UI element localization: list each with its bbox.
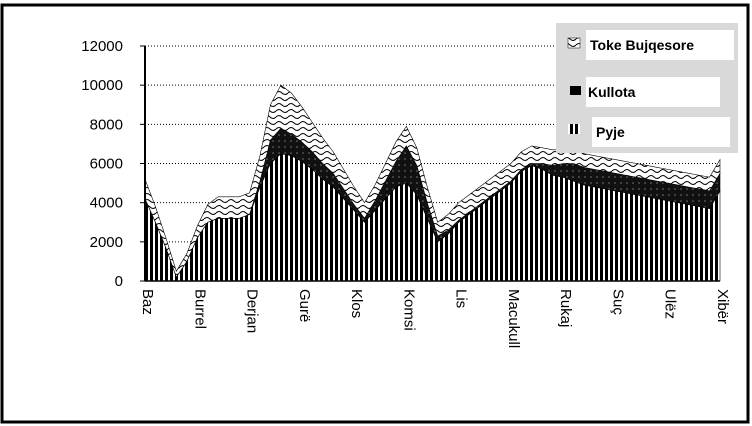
category-label: Rukaj <box>557 289 574 327</box>
legend-label-toke-bujqesore: Toke Bujqesore <box>590 37 694 53</box>
legend-label-pyje: Pyje <box>596 124 625 140</box>
y-tick-label: 10000 <box>81 77 123 94</box>
y-tick-label: 4000 <box>90 195 123 212</box>
category-label: Derjan <box>244 289 261 333</box>
legend-item-pyje: Pyje <box>568 117 730 147</box>
y-tick-label: 0 <box>115 273 123 290</box>
legend-label-kullota: Kullota <box>588 84 636 100</box>
area-series-toke-bujqesore <box>144 84 721 278</box>
legend-label-bg-pyje <box>592 117 730 147</box>
legend-label-bg-toke-bujqesore <box>586 30 734 60</box>
category-label: Burrel <box>191 289 208 329</box>
y-tick-label: 12000 <box>81 38 123 55</box>
category-label: Komsi <box>400 289 417 331</box>
category-label: Xibër <box>714 289 731 324</box>
legend-swatch-kullota <box>570 86 581 95</box>
category-label: Macukull <box>505 289 522 348</box>
category-label: Baz <box>139 289 156 315</box>
legend: Toke Bujqesore Kullota Pyje <box>556 23 738 153</box>
legend-label-bg-kullota <box>586 77 720 107</box>
legend-swatch-pyje <box>568 124 580 134</box>
category-label: Gurë <box>296 289 313 322</box>
y-tick-labels: 12000 10000 8000 6000 4000 2000 0 <box>81 38 145 290</box>
y-tick-label: 2000 <box>90 234 123 251</box>
y-tick-label: 6000 <box>90 156 123 173</box>
category-labels: Baz Burrel Derjan Gurë Klos Komsi Lis Macukull R… <box>139 289 731 348</box>
y-tick-label: 8000 <box>90 116 123 133</box>
legend-item-kullota: Kullota <box>570 77 720 107</box>
legend-item-toke-bujqesore: Toke Bujqesore <box>567 30 734 60</box>
legend-swatch-toke-bujqesore <box>567 37 581 49</box>
category-label: Lis <box>453 289 470 308</box>
category-label: Suç <box>609 289 626 315</box>
category-label: Ulëz <box>662 289 679 319</box>
category-label: Klos <box>348 289 365 318</box>
